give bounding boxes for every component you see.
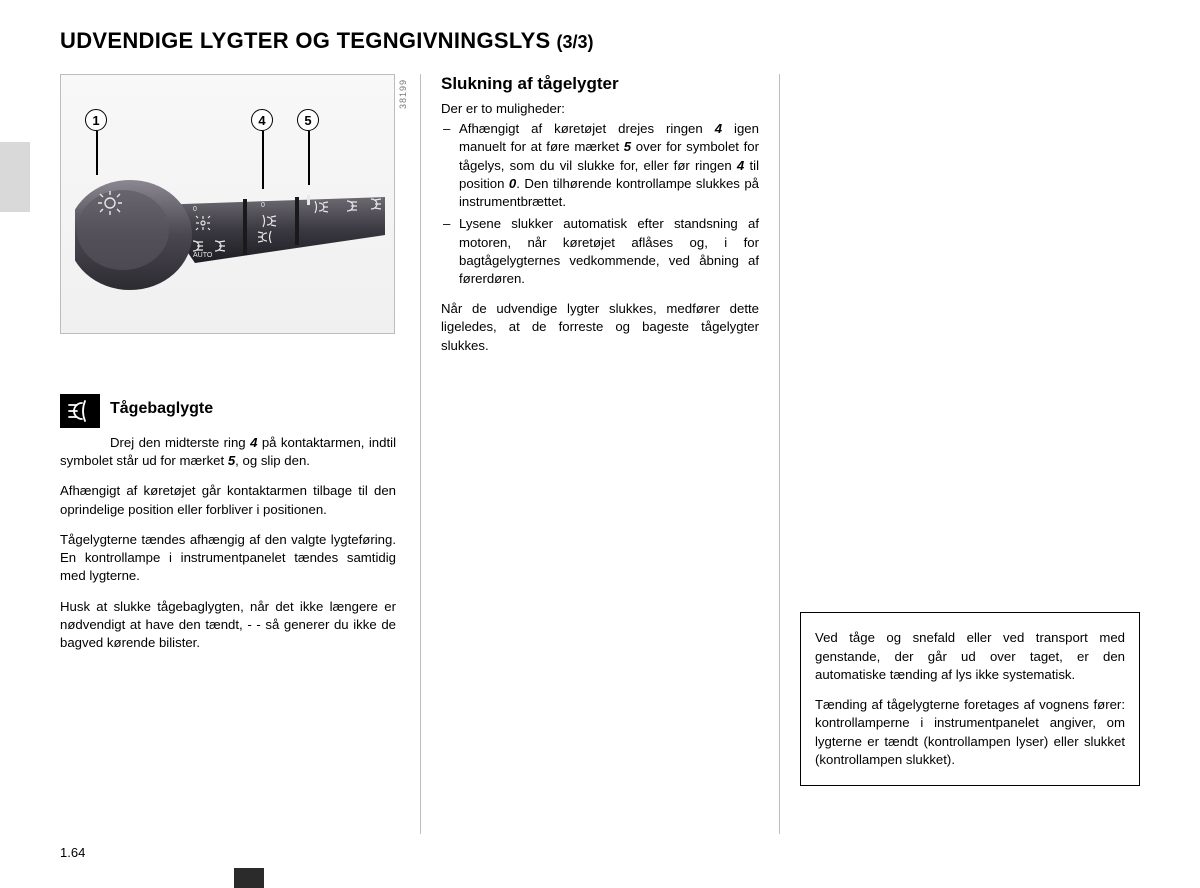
rear-fog-heading: Tågebaglygte [110, 394, 213, 418]
svg-text:AUTO: AUTO [193, 252, 213, 259]
column-middle: Slukning af tågelygter Der er to mulighe… [420, 74, 780, 834]
rear-fog-p3: Tågelygterne tændes afhængig af den valg… [60, 531, 396, 586]
svg-text:0: 0 [261, 202, 265, 209]
svg-text:0: 0 [193, 206, 197, 213]
rear-fog-p4: Husk at slukke tågebaglygten, når det ik… [60, 598, 396, 653]
note-p2: Tænding af tågelygterne foretages af vog… [815, 696, 1125, 769]
callout-1-line [96, 131, 98, 175]
callout-1: 1 [85, 109, 107, 131]
fog-off-intro: Der er to muligheder: [441, 100, 759, 118]
column-right: Ved tåge og snefald eller ved transport … [780, 74, 1140, 834]
page-title-suffix: (3/3) [557, 32, 594, 53]
figure-code: 38199 [398, 79, 408, 109]
fog-off-item-1: Afhængigt af køretøjet drejes ringen 4 i… [441, 120, 759, 211]
fog-off-item-2: Lysene slukker automatisk efter standsni… [441, 215, 759, 288]
content-columns: 38199 1 4 5 [60, 74, 1152, 834]
note-p1: Ved tåge og snefald eller ved transport … [815, 629, 1125, 684]
fog-off-list: Afhængigt af køretøjet drejes ringen 4 i… [441, 120, 759, 288]
callout-5: 5 [297, 109, 319, 131]
manual-page: UDVENDIGE LYGTER OG TEGNGIVNINGSLYS (3/3… [0, 0, 1200, 888]
text-fragment: , og slip den. [235, 453, 310, 468]
rear-fog-p2: Afhængigt af køretøjet går kontaktarmen … [60, 482, 396, 518]
page-title: UDVENDIGE LYGTER OG TEGNGIVNINGSLYS [60, 28, 551, 54]
callout-4: 4 [251, 109, 273, 131]
thumb-tab-left [0, 142, 30, 212]
text-fragment: Afhængigt af køretøjet drejes ringen [459, 121, 715, 136]
ref-4: 4 [715, 121, 722, 136]
rear-fog-p1: Drej den midterste ring 4 på kontaktarme… [60, 434, 396, 470]
fog-off-heading: Slukning af tågelygter [441, 74, 759, 94]
bottom-tab [234, 868, 264, 888]
page-number: 1.64 [60, 845, 85, 860]
page-title-row: UDVENDIGE LYGTER OG TEGNGIVNINGSLYS (3/3… [60, 28, 1152, 54]
stalk-illustration: 0 AUTO 0 [75, 175, 385, 305]
text-fragment: Drej den midterste ring [110, 435, 250, 450]
rear-fog-heading-row: Tågebaglygte [60, 394, 396, 428]
fog-off-after: Når de udvendige lygter slukkes, medføre… [441, 300, 759, 355]
note-box: Ved tåge og snefald eller ved transport … [800, 612, 1140, 786]
figure-stalk: 38199 1 4 5 [60, 74, 395, 334]
column-left: 38199 1 4 5 [60, 74, 420, 834]
rear-fog-icon [60, 394, 100, 428]
